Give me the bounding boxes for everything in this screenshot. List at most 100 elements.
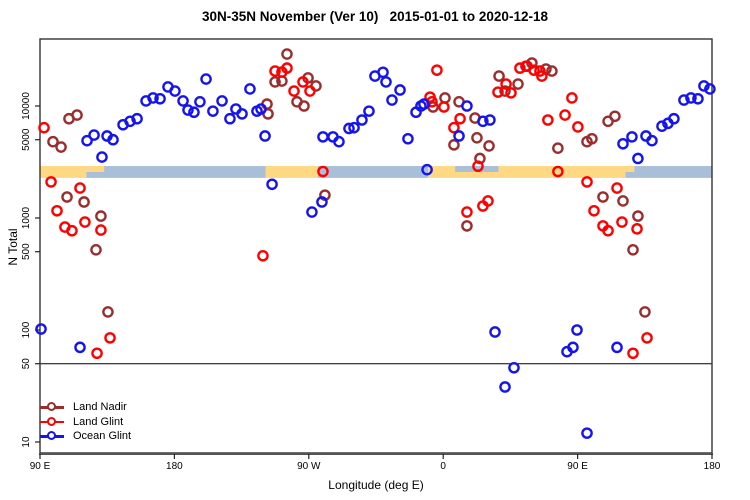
data-point-ocean-glint <box>356 114 368 126</box>
data-point-ocean-glint <box>182 104 194 116</box>
data-point-land-glint <box>542 114 554 126</box>
surface-band-ocean <box>625 166 712 178</box>
data-point-ocean-glint <box>698 80 710 92</box>
data-point-ocean-glint <box>678 94 690 106</box>
data-point-land-glint <box>500 78 512 90</box>
data-point-ocean-glint <box>394 84 406 96</box>
data-point-ocean-glint <box>35 323 47 335</box>
data-point-ocean-glint <box>88 129 100 141</box>
surface-band-patch-land <box>86 166 105 172</box>
data-point-land-glint <box>79 216 91 228</box>
data-point-land-glint <box>448 121 460 134</box>
data-point-land-glint <box>304 85 316 97</box>
data-point-ocean-glint <box>704 83 716 95</box>
data-point-land-glint <box>91 347 103 360</box>
data-point-land-nadir <box>627 244 639 256</box>
data-point-land-glint <box>611 182 623 194</box>
legend-label: Ocean Glint <box>73 430 132 443</box>
data-point-land-glint <box>528 64 540 76</box>
data-point-land-glint <box>559 109 571 121</box>
x-tick-label: 90 W <box>297 461 321 472</box>
data-point-land-glint <box>552 165 564 178</box>
data-point-land-glint <box>631 223 643 235</box>
data-point-ocean-glint <box>380 76 392 88</box>
data-point-land-glint <box>38 121 50 134</box>
y-tick-label: 50 <box>21 358 32 370</box>
legend-item-land-nadir: Land Nadir <box>40 400 131 415</box>
data-point-land-glint <box>281 62 293 74</box>
data-point-ocean-glint <box>316 196 328 208</box>
data-point-land-nadir <box>95 210 107 222</box>
data-point-ocean-glint <box>194 96 206 108</box>
data-point-land-nadir <box>47 135 59 148</box>
data-point-land-nadir <box>632 210 644 222</box>
data-point-land-glint <box>74 182 86 194</box>
data-point-ocean-glint <box>646 134 658 147</box>
data-point-ocean-glint <box>200 73 212 85</box>
data-point-land-nadir <box>269 76 281 88</box>
data-point-ocean-glint <box>508 361 520 374</box>
legend-label: Land Glint <box>73 415 124 428</box>
y-tick-label: 10000 <box>21 92 32 120</box>
data-point-land-glint <box>566 92 578 104</box>
data-point-land-glint <box>104 332 116 344</box>
x-tick-label: 180 <box>166 461 183 472</box>
y-tick-label: 500 <box>21 243 32 260</box>
data-point-land-nadir <box>461 220 473 232</box>
data-point-ocean-glint <box>216 95 228 107</box>
legend-item-ocean-glint: Ocean Glint <box>40 429 131 444</box>
data-point-land-nadir <box>639 306 651 318</box>
data-point-ocean-glint <box>147 92 159 104</box>
data-point-land-nadir <box>597 191 609 203</box>
data-point-ocean-glint <box>348 121 360 134</box>
data-point-land-glint <box>95 224 107 236</box>
legend-item-land-glint: Land Glint <box>40 415 131 430</box>
data-point-ocean-glint <box>692 92 704 105</box>
data-point-land-glint <box>454 112 466 125</box>
data-point-ocean-glint <box>656 120 668 133</box>
data-point-land-glint <box>641 332 653 344</box>
surface-band-patch-ocean <box>455 166 499 172</box>
data-point-land-glint <box>431 64 443 76</box>
data-point-land-glint <box>616 216 628 228</box>
chart-title: 30N-35N November (Ver 10) 2015-01-01 to … <box>202 9 548 24</box>
y-axis-label: N Total <box>6 228 20 266</box>
surface-band-land <box>40 166 87 178</box>
data-point-ocean-glint <box>207 105 219 117</box>
y-tick-label: 10 <box>21 436 32 448</box>
data-point-land-nadir <box>281 48 293 60</box>
data-point-land-glint <box>492 86 504 98</box>
data-point-land-glint <box>317 165 329 178</box>
data-point-land-nadir <box>90 244 102 256</box>
data-point-land-nadir <box>71 109 83 121</box>
data-point-land-nadir <box>471 132 483 144</box>
data-point-land-nadir <box>483 140 495 152</box>
data-point-ocean-glint <box>489 326 501 338</box>
data-point-ocean-glint <box>188 106 200 119</box>
data-point-land-glint <box>66 224 78 237</box>
y-tick-label: 5000 <box>21 128 32 151</box>
land-nadir-marker-icon <box>40 402 64 412</box>
data-point-land-nadir <box>448 139 460 151</box>
legend: Land Nadir Land Glint Ocean Glint <box>40 400 131 444</box>
data-point-land-glint <box>514 62 526 74</box>
data-point-land-nadir <box>546 65 558 77</box>
x-tick-label: 90 E <box>567 461 588 472</box>
x-axis-label: Longitude (deg E) <box>328 478 424 492</box>
data-point-ocean-glint <box>461 100 473 112</box>
data-point-ocean-glint <box>333 135 345 148</box>
data-point-ocean-glint <box>363 105 375 117</box>
data-point-land-nadir <box>512 78 524 90</box>
data-point-ocean-glint <box>386 94 398 106</box>
data-point-land-glint <box>257 249 269 262</box>
data-point-ocean-glint <box>74 341 86 354</box>
surface-band-land <box>428 166 626 178</box>
data-point-ocean-glint <box>96 151 108 163</box>
data-point-ocean-glint <box>169 85 181 97</box>
data-point-ocean-glint <box>124 115 136 128</box>
data-point-ocean-glint <box>236 108 248 120</box>
data-point-land-glint <box>269 65 281 77</box>
data-point-land-glint <box>461 206 473 218</box>
y-tick-label: 100 <box>21 321 32 338</box>
